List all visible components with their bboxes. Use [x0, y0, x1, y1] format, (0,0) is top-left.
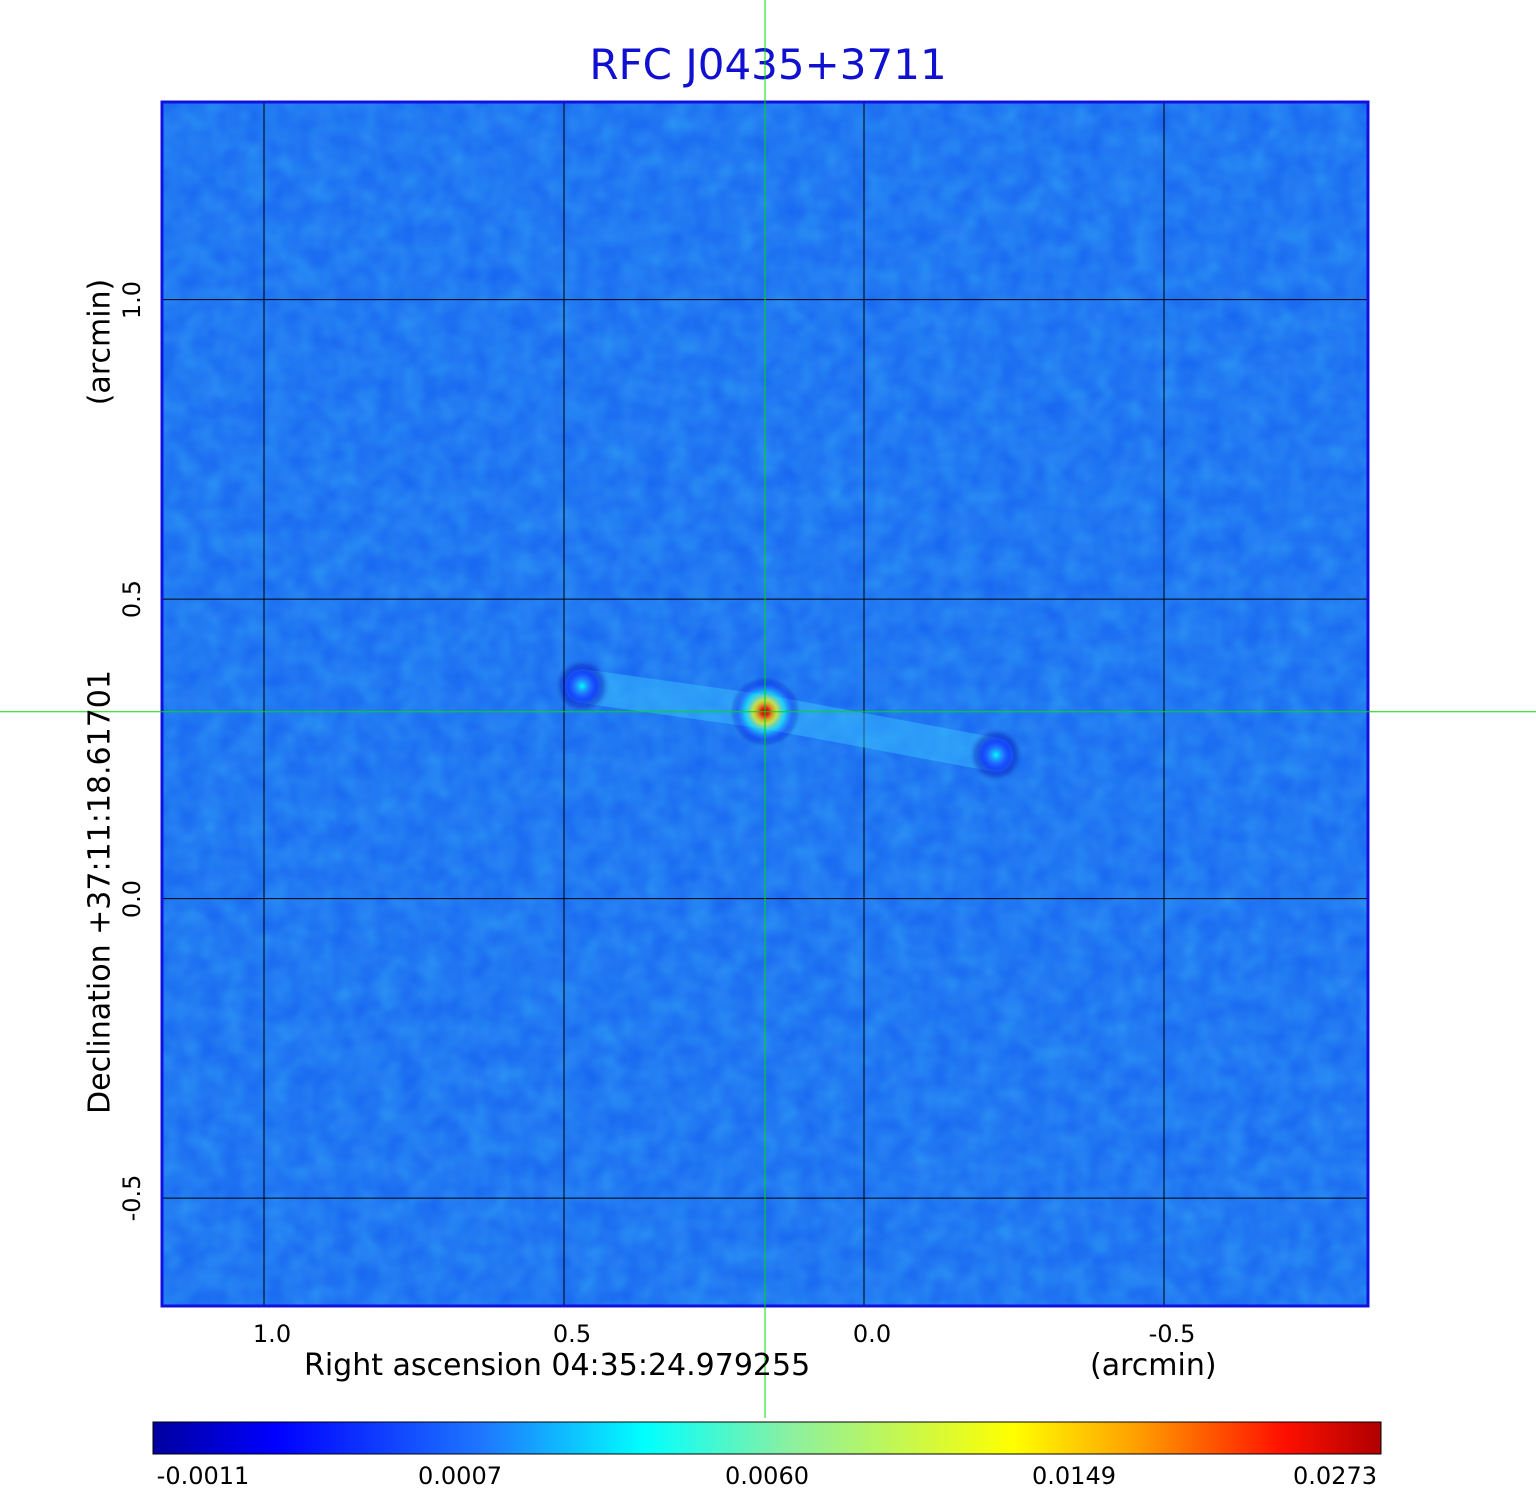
colorbar-tick-label: 0.0273	[1293, 1462, 1377, 1490]
y-axis-label: Declination +37:11:18.61701	[82, 670, 118, 1114]
y-tick-label: 0.0	[118, 879, 146, 918]
colorbar-tick-label: 0.0007	[418, 1462, 502, 1490]
source-west-component	[968, 727, 1024, 783]
source-east-component	[553, 657, 611, 715]
colorbar-tick-label: 0.0149	[1032, 1462, 1116, 1490]
y-tick-label: -0.5	[118, 1174, 146, 1222]
x-tick-label: -0.5	[1148, 1320, 1196, 1348]
x-axis-label: Right ascension 04:35:24.979255	[304, 1348, 811, 1383]
y-axis-unit: (arcmin)	[82, 278, 118, 406]
y-tick-label: 1.0	[118, 280, 146, 319]
x-axis-unit: (arcmin)	[1090, 1348, 1217, 1383]
colorbar-tick-label: -0.0011	[156, 1462, 250, 1490]
colorbar	[152, 1421, 1382, 1455]
colorbar-tick-label: 0.0060	[725, 1462, 809, 1490]
x-tick-label: 0.5	[552, 1320, 592, 1348]
x-tick-label: 0.0	[852, 1320, 892, 1348]
chart-title: RFC J0435+3711	[589, 40, 947, 89]
y-tick-label: 0.5	[118, 580, 146, 619]
x-tick-label: 1.0	[252, 1320, 292, 1348]
